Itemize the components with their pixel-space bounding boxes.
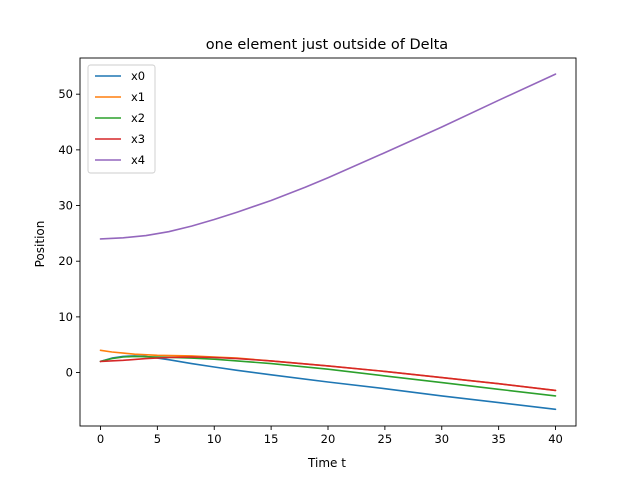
chart-title: one element just outside of Delta [206, 37, 448, 53]
x-tick-label: 10 [207, 432, 222, 446]
legend-box [87, 64, 156, 174]
series-line-x2 [99, 355, 557, 397]
series-line-x4 [99, 73, 557, 240]
legend-label-x2: x2 [131, 111, 145, 125]
plot-area: 0 5 10 15 20 25 30 35 40 0 10 20 30 40 50 [58, 57, 577, 446]
series-line-x3 [99, 356, 557, 392]
x-tick-label: 15 [264, 432, 279, 446]
x-axis-label: Time t [307, 456, 346, 470]
x-tick-label: 35 [491, 432, 506, 446]
y-tick-label: 20 [58, 254, 73, 268]
x-tick-label: 20 [321, 432, 336, 446]
series-lines [99, 73, 557, 411]
y-tick-label: 30 [58, 199, 73, 213]
legend-label-x0: x0 [131, 69, 145, 83]
y-tick-label: 0 [66, 366, 73, 380]
x-axis-ticks: 0 5 10 15 20 25 30 35 40 [97, 426, 563, 446]
y-tick-label: 40 [58, 143, 73, 157]
x-tick-label: 5 [154, 432, 161, 446]
legend-label-x3: x3 [131, 132, 145, 146]
legend-label-x1: x1 [131, 90, 145, 104]
y-axis-label: Position [33, 221, 47, 268]
x-tick-label: 30 [434, 432, 449, 446]
x-tick-label: 40 [548, 432, 563, 446]
x-tick-label: 25 [378, 432, 393, 446]
x-tick-label: 0 [97, 432, 104, 446]
y-tick-label: 10 [58, 310, 73, 324]
y-axis-ticks: 0 10 20 30 40 50 [58, 87, 80, 380]
legend: x0 x1 x2 x3 x4 [87, 64, 156, 174]
legend-label-x4: x4 [131, 153, 145, 167]
y-tick-label: 50 [58, 87, 73, 101]
